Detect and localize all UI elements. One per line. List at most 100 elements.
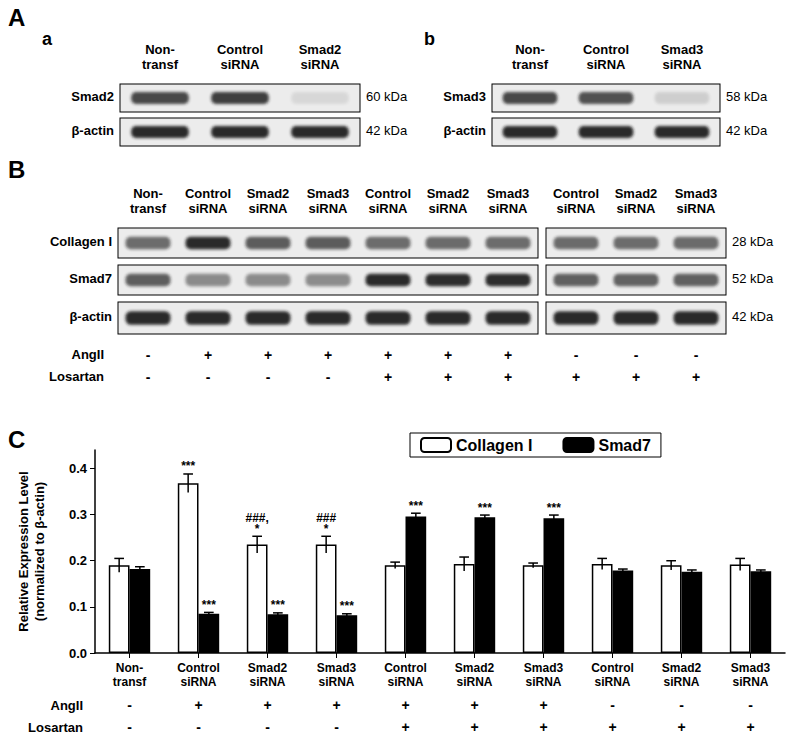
svg-text:β-actin: β-actin xyxy=(443,123,486,138)
svg-text:ControlsiRNA: ControlsiRNA xyxy=(365,186,411,216)
svg-text:42 kDa: 42 kDa xyxy=(366,123,408,138)
svg-text:0.0: 0.0 xyxy=(69,646,87,661)
svg-text:+: + xyxy=(204,347,212,363)
svg-text:Collagen I: Collagen I xyxy=(456,437,532,454)
svg-text:Smad2: Smad2 xyxy=(71,89,114,104)
svg-text:ControlsiRNA: ControlsiRNA xyxy=(583,42,629,72)
svg-text:Control: Control xyxy=(177,661,220,675)
svg-text:60 kDa: 60 kDa xyxy=(366,89,408,104)
svg-text:Smad2siRNA: Smad2siRNA xyxy=(427,186,470,216)
svg-text:-: - xyxy=(265,719,270,735)
svg-text:*: * xyxy=(324,522,329,536)
svg-text:42 kDa: 42 kDa xyxy=(732,309,774,324)
svg-text:0.4: 0.4 xyxy=(69,461,88,476)
svg-text:***: *** xyxy=(181,459,195,473)
svg-text:AngII: AngII xyxy=(72,347,105,362)
svg-text:-: - xyxy=(748,697,753,713)
svg-text:+: + xyxy=(401,697,409,713)
svg-text:***: *** xyxy=(202,598,216,612)
svg-text:siRNA: siRNA xyxy=(249,675,285,689)
svg-text:-: - xyxy=(610,697,615,713)
svg-text:Smad3siRNA: Smad3siRNA xyxy=(307,186,350,216)
svg-text:Smad7: Smad7 xyxy=(69,271,112,286)
svg-text:Collagen I: Collagen I xyxy=(50,234,112,249)
svg-text:B: B xyxy=(8,156,25,183)
svg-text:Smad3siRNA: Smad3siRNA xyxy=(661,42,704,72)
svg-text:Control: Control xyxy=(591,661,634,675)
svg-text:+: + xyxy=(324,347,332,363)
svg-text:+: + xyxy=(384,369,392,385)
svg-text:+: + xyxy=(264,347,272,363)
svg-text:siRNA: siRNA xyxy=(456,675,492,689)
svg-text:-: - xyxy=(146,347,151,363)
svg-text:+: + xyxy=(692,369,700,385)
svg-text:Smad2: Smad2 xyxy=(662,661,702,675)
svg-text:Smad3: Smad3 xyxy=(731,661,771,675)
svg-text:siRNA: siRNA xyxy=(318,675,354,689)
svg-text:+: + xyxy=(332,697,340,713)
svg-text:+: + xyxy=(539,719,547,735)
svg-text:Non-transf: Non-transf xyxy=(512,42,549,72)
svg-text:28 kDa: 28 kDa xyxy=(732,234,774,249)
svg-text:AngII: AngII xyxy=(51,698,84,713)
svg-text:*: * xyxy=(255,522,260,536)
svg-text:β-actin: β-actin xyxy=(69,309,112,324)
svg-text:Non-transf: Non-transf xyxy=(142,42,179,72)
svg-text:Non-: Non- xyxy=(116,661,143,675)
svg-text:A: A xyxy=(8,4,25,31)
svg-text:+: + xyxy=(504,347,512,363)
svg-text:Non-transf: Non-transf xyxy=(130,186,167,216)
svg-text:siRNA: siRNA xyxy=(663,675,699,689)
svg-text:+: + xyxy=(444,369,452,385)
svg-text:ControlsiRNA: ControlsiRNA xyxy=(217,42,263,72)
svg-text:+: + xyxy=(608,719,616,735)
svg-text:siRNA: siRNA xyxy=(180,675,216,689)
svg-text:-: - xyxy=(127,719,132,735)
svg-text:0.3: 0.3 xyxy=(69,507,87,522)
svg-text:-: - xyxy=(326,369,331,385)
svg-text:Control: Control xyxy=(384,661,427,675)
svg-text:+: + xyxy=(470,697,478,713)
svg-text:+: + xyxy=(194,697,202,713)
svg-text:-: - xyxy=(266,369,271,385)
svg-text:-: - xyxy=(206,369,211,385)
svg-text:-: - xyxy=(574,347,579,363)
svg-text:Smad3siRNA: Smad3siRNA xyxy=(675,186,718,216)
svg-text:+: + xyxy=(632,369,640,385)
svg-text:-: - xyxy=(334,719,339,735)
svg-text:siRNA: siRNA xyxy=(525,675,561,689)
svg-text:siRNA: siRNA xyxy=(594,675,630,689)
svg-text:+: + xyxy=(677,719,685,735)
svg-text:-: - xyxy=(196,719,201,735)
svg-text:***: *** xyxy=(271,598,285,612)
svg-text:Smad3: Smad3 xyxy=(524,661,564,675)
svg-text:Smad3: Smad3 xyxy=(443,89,486,104)
svg-text:+: + xyxy=(384,347,392,363)
svg-text:+: + xyxy=(401,719,409,735)
svg-text:-: - xyxy=(146,369,151,385)
svg-text:-: - xyxy=(679,697,684,713)
svg-text:0.2: 0.2 xyxy=(69,553,87,568)
svg-text:-: - xyxy=(634,347,639,363)
svg-text:Losartan: Losartan xyxy=(49,369,104,384)
svg-text:Smad2siRNA: Smad2siRNA xyxy=(247,186,290,216)
svg-text:+: + xyxy=(504,369,512,385)
svg-text:Relative Expression Level: Relative Expression Level xyxy=(16,471,31,631)
svg-text:+: + xyxy=(539,697,547,713)
svg-text:***: *** xyxy=(340,599,354,613)
svg-text:***: *** xyxy=(547,501,561,515)
svg-text:a: a xyxy=(42,29,53,49)
svg-text:-: - xyxy=(127,697,132,713)
svg-text:+: + xyxy=(444,347,452,363)
svg-text:52 kDa: 52 kDa xyxy=(732,271,774,286)
svg-text:β-actin: β-actin xyxy=(71,123,114,138)
svg-text:siRNA: siRNA xyxy=(387,675,423,689)
svg-text:Smad2siRNA: Smad2siRNA xyxy=(299,42,342,72)
svg-text:Smad2siRNA: Smad2siRNA xyxy=(615,186,658,216)
svg-text:42 kDa: 42 kDa xyxy=(726,123,768,138)
svg-text:Smad2: Smad2 xyxy=(455,661,495,675)
svg-text:Smad3: Smad3 xyxy=(317,661,357,675)
svg-text:+: + xyxy=(746,719,754,735)
svg-text:b: b xyxy=(424,29,435,49)
svg-text:Smad3siRNA: Smad3siRNA xyxy=(487,186,530,216)
